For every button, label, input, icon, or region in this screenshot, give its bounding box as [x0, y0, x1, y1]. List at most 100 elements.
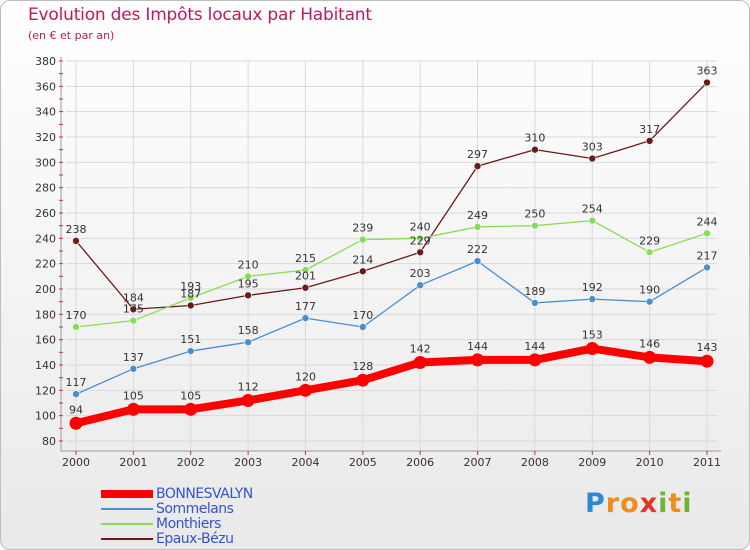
data-label: 239 — [352, 222, 373, 235]
x-tick-label: 2006 — [406, 456, 434, 469]
data-point — [645, 297, 654, 306]
y-tick-label: 80 — [42, 435, 56, 448]
data-point — [645, 248, 654, 257]
series-line-2 — [75, 219, 708, 328]
x-tick-label: 2008 — [521, 456, 549, 469]
data-label: 192 — [582, 281, 603, 294]
data-point — [471, 353, 485, 367]
data-label: 170 — [352, 309, 373, 322]
data-label: 105 — [123, 389, 144, 402]
data-label: 250 — [524, 208, 545, 221]
x-tick-label: 2004 — [291, 456, 319, 469]
chart-title: Evolution des Impôts locaux par Habitant — [28, 5, 372, 25]
data-point — [186, 301, 195, 310]
data-point — [129, 305, 138, 314]
data-label: 217 — [697, 249, 718, 262]
series-line-0 — [72, 344, 711, 428]
data-label: 254 — [582, 203, 603, 216]
data-label: 144 — [524, 340, 545, 353]
data-point — [588, 295, 597, 303]
y-tick-label: 300 — [35, 156, 56, 169]
data-point — [416, 234, 424, 243]
data-label: 117 — [66, 376, 87, 389]
y-tick-label: 160 — [35, 334, 56, 347]
logo-letter: i — [682, 488, 693, 519]
data-point — [473, 223, 482, 231]
data-point — [359, 323, 367, 331]
data-point — [69, 416, 83, 430]
data-point — [413, 355, 427, 369]
logo-letter: o — [620, 488, 640, 519]
logo-letter: t — [668, 488, 683, 519]
data-point — [416, 248, 424, 257]
y-tick-label: 200 — [35, 283, 56, 296]
series-line-1 — [75, 260, 708, 395]
data-label: 195 — [238, 277, 259, 290]
data-label: 210 — [238, 258, 259, 271]
data-label: 244 — [697, 215, 718, 228]
data-point — [703, 229, 711, 238]
data-label: 201 — [295, 270, 316, 283]
data-point — [703, 78, 711, 87]
data-label: 215 — [295, 252, 316, 265]
x-tick-label: 2003 — [234, 456, 262, 469]
data-point — [643, 350, 657, 364]
data-point — [359, 235, 367, 244]
data-point — [244, 291, 252, 300]
data-label: 229 — [639, 234, 660, 247]
data-label: 153 — [582, 329, 603, 342]
legend-swatch — [101, 523, 153, 525]
data-point — [129, 316, 138, 325]
data-label: 203 — [410, 267, 431, 280]
data-label: 151 — [180, 333, 201, 346]
data-point — [301, 266, 310, 274]
data-label: 105 — [180, 389, 201, 402]
data-point — [531, 299, 539, 307]
legend-label: Monthiers — [156, 516, 221, 532]
data-label: 222 — [467, 243, 488, 256]
x-tick-label: 2010 — [636, 456, 664, 469]
data-label: 303 — [582, 141, 603, 154]
logo-letter: x — [639, 488, 659, 519]
data-point — [184, 402, 198, 416]
data-point — [531, 145, 539, 154]
data-label: 112 — [238, 380, 259, 393]
chart-subtitle: (en € et par an) — [28, 29, 115, 42]
logo-letter: P — [585, 488, 606, 519]
data-label: 297 — [467, 148, 488, 161]
y-tick-label: 360 — [35, 80, 56, 93]
data-point — [72, 237, 80, 245]
data-point — [473, 257, 482, 265]
legend-label: BONNESVALYN — [156, 486, 253, 502]
data-point — [244, 272, 252, 281]
data-label: 238 — [66, 223, 87, 236]
data-label: 146 — [639, 337, 660, 350]
data-label: 189 — [524, 285, 545, 298]
y-tick-label: 260 — [35, 207, 56, 220]
legend-swatch — [101, 490, 153, 498]
data-point — [585, 342, 599, 356]
data-label: 175 — [123, 303, 144, 316]
data-label: 187 — [180, 287, 201, 300]
data-point — [129, 364, 138, 373]
y-tick-label: 340 — [35, 106, 56, 119]
data-label: 363 — [697, 65, 718, 78]
data-label: 184 — [123, 291, 144, 304]
data-label: 177 — [295, 300, 316, 313]
legend-swatch — [101, 538, 153, 540]
data-label: 158 — [238, 324, 259, 337]
proxiti-logo: Proxiti — [585, 488, 693, 519]
data-point — [703, 263, 711, 272]
legend-label: Epaux-Bézu — [156, 531, 234, 547]
data-label: 137 — [123, 351, 144, 364]
data-label: 170 — [66, 309, 87, 322]
data-label: 193 — [180, 280, 201, 293]
data-point — [186, 347, 195, 355]
x-tick-label: 2011 — [693, 456, 721, 469]
data-label: 128 — [352, 360, 373, 373]
data-point — [531, 221, 539, 230]
x-tick-label: 2005 — [349, 456, 377, 469]
logo-letter: i — [658, 488, 669, 519]
x-tick-label: 2002 — [177, 456, 205, 469]
